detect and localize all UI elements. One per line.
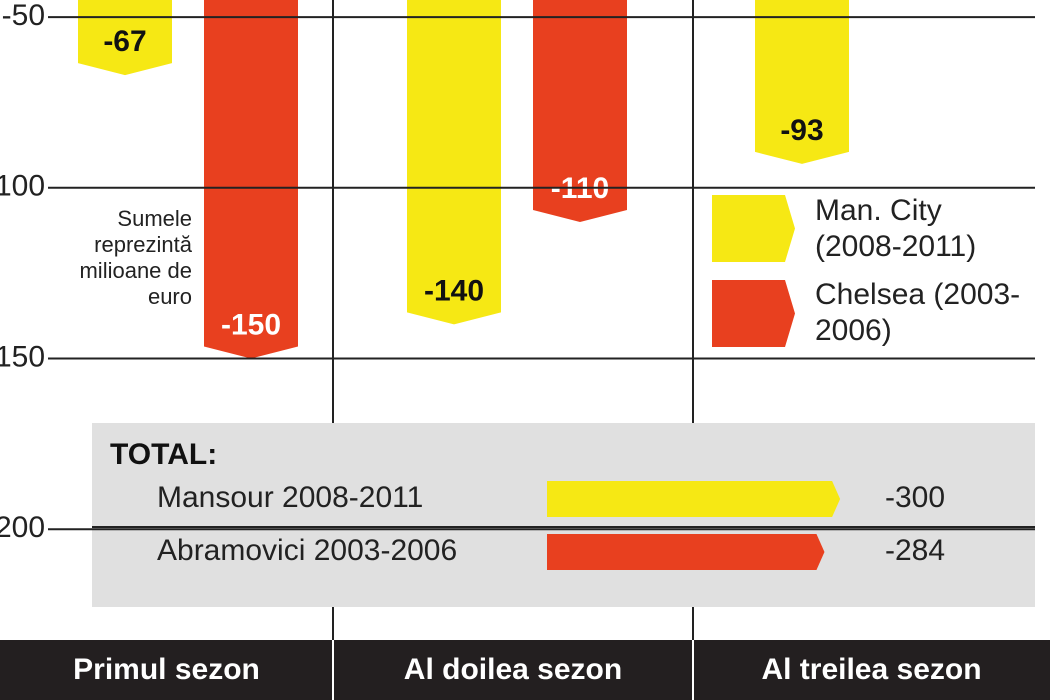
total-value: -284 xyxy=(885,534,945,567)
bar xyxy=(755,0,849,164)
category-bar xyxy=(0,640,1050,700)
x-tick-label: Al treilea sezon xyxy=(761,653,981,686)
x-tick-label: Al doilea sezon xyxy=(404,653,622,686)
bar xyxy=(78,0,172,76)
value-label: -67 xyxy=(103,25,146,58)
row-label: Mansour 2008-2011 xyxy=(157,481,423,514)
legend-label: Man. City (2008-2011) xyxy=(815,194,977,263)
row-label: Abramovici 2003-2006 xyxy=(157,534,457,567)
total-bar xyxy=(547,481,841,517)
legend-swatch xyxy=(712,280,795,347)
value-label: -93 xyxy=(780,114,823,147)
total-value: -300 xyxy=(885,481,945,514)
value-label: -150 xyxy=(221,308,281,341)
x-tick-label: Primul sezon xyxy=(73,653,260,686)
bar xyxy=(204,0,298,359)
annotation: Sumele reprezintă milioane de euro xyxy=(79,206,192,309)
value-label: -140 xyxy=(424,274,484,307)
total-bar xyxy=(547,534,825,570)
legend-label: Chelsea (2003-2006) xyxy=(815,278,1021,347)
bar xyxy=(533,0,627,222)
totals-title: TOTAL: xyxy=(110,438,217,471)
y-tick-label: -50 xyxy=(2,0,45,32)
legend-swatch xyxy=(712,195,795,262)
y-tick-label: -200 xyxy=(0,511,45,544)
y-tick-label: -150 xyxy=(0,340,45,373)
y-tick-label: -100 xyxy=(0,170,45,203)
bar xyxy=(407,0,501,325)
